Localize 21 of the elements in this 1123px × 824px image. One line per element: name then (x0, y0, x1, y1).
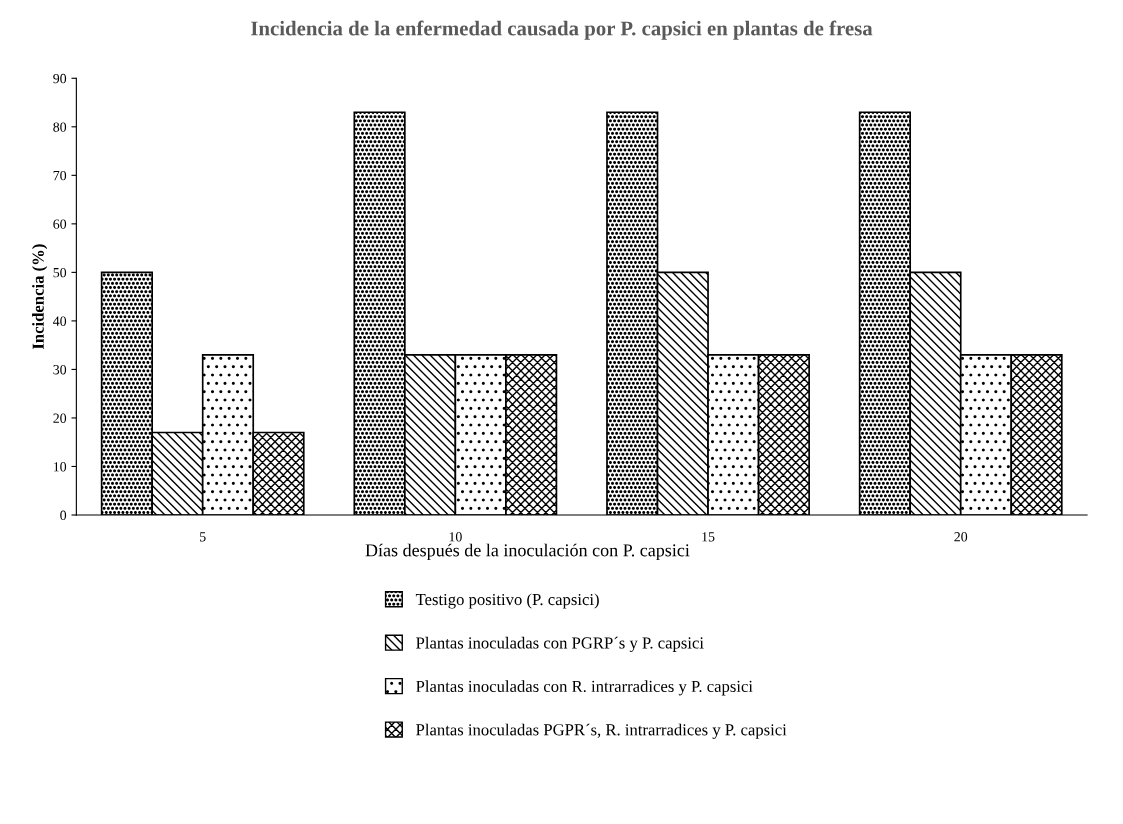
y-axis-title: Incidencia (%) (32, 244, 48, 350)
y-tick-label: 20 (53, 413, 67, 423)
legend-label: Plantas inoculadas con PGRP´s y P. capsici (416, 636, 704, 652)
y-tick-label: 10 (53, 462, 67, 472)
x-tick-label: 20 (954, 532, 968, 542)
x-axis-title: Días después de la inoculación con P. capsici (365, 543, 690, 561)
chart-title: Incidencia de la enfermedad causada por P. capsici en plantas de fresa (251, 20, 873, 40)
x-tick-label: 15 (702, 532, 715, 542)
legend-label: Testigo positivo (P. capsici) (415, 593, 599, 609)
y-tick-label: 0 (60, 510, 67, 520)
y-tick-label: 90 (53, 73, 67, 84)
y-tick-label: 70 (53, 170, 67, 181)
legend-label: Plantas inoculadas con R. intrarradices y P. capsici (416, 680, 753, 696)
x-tick-label: 5 (200, 532, 206, 542)
y-tick-label: 50 (53, 267, 67, 278)
y-tick-label: 80 (53, 122, 67, 132)
y-tick-label: 30 (53, 365, 67, 375)
y-tick-label: 60 (53, 219, 67, 229)
x-tick-label: 10 (449, 532, 462, 542)
y-tick-label: 40 (53, 316, 67, 326)
legend-label: Plantas inoculadas PGPR´s, R. intrarradices y P. capsici (416, 723, 787, 739)
